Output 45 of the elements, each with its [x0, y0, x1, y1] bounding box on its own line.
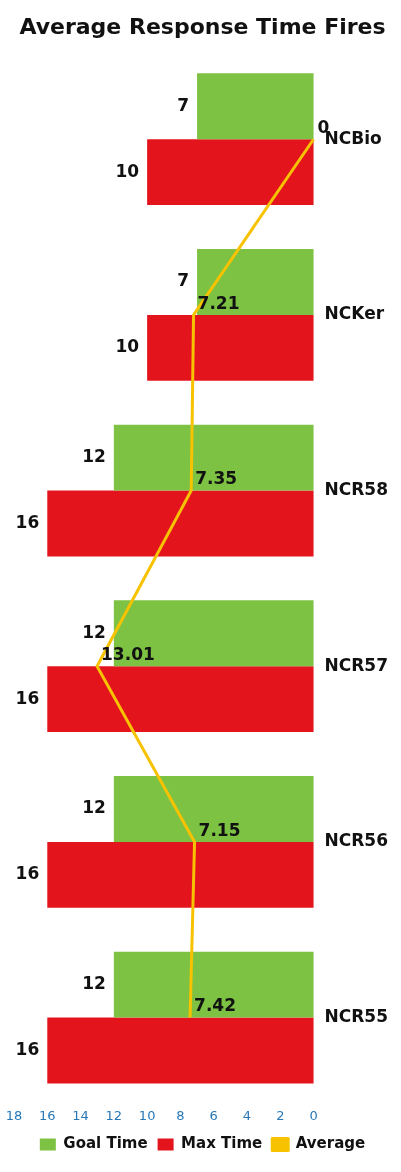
- y-tick-label: NCKer: [324, 303, 385, 324]
- legend-label: Goal Time: [63, 1134, 148, 1153]
- data-label: 7.42: [194, 995, 237, 1016]
- x-tick-label: 2: [276, 1107, 285, 1123]
- legend-label: Average: [295, 1134, 366, 1153]
- data-label: 16: [15, 511, 40, 532]
- y-tick-label: NCR58: [324, 478, 388, 499]
- bar: [47, 490, 314, 557]
- x-tick-label: 10: [138, 1107, 156, 1123]
- data-label: 12: [82, 446, 106, 467]
- x-tick-label: 12: [105, 1107, 123, 1123]
- x-tick-label: 4: [242, 1107, 252, 1123]
- y-tick-label: NCR57: [324, 654, 388, 675]
- bar: [147, 314, 314, 381]
- data-label: 10: [115, 336, 140, 357]
- bar: [197, 249, 314, 315]
- data-label: 12: [82, 621, 106, 642]
- x-tick-label: 8: [176, 1107, 185, 1123]
- data-label: 10: [115, 160, 140, 181]
- data-label: 16: [15, 1038, 40, 1059]
- bar: [47, 666, 314, 733]
- bar: [113, 776, 314, 842]
- bar: [197, 73, 314, 140]
- x-tick-label: 16: [39, 1107, 56, 1123]
- bar: [113, 951, 314, 1018]
- data-label: 7: [177, 94, 190, 115]
- data-label: 7.35: [195, 468, 238, 489]
- legend-label: Max Time: [181, 1134, 263, 1153]
- x-tick-label: 0: [309, 1107, 318, 1123]
- data-label: 12: [82, 973, 106, 994]
- y-tick-label: NCR55: [324, 1005, 388, 1026]
- x-tick-label: 6: [209, 1107, 218, 1123]
- bar: [147, 139, 314, 206]
- data-label: 7.15: [198, 819, 241, 840]
- bar: [113, 424, 314, 491]
- chart-title: Average Response Time Fires: [19, 13, 386, 39]
- data-label: 16: [15, 687, 40, 708]
- data-label: 7: [177, 270, 190, 291]
- bar: [47, 1017, 314, 1084]
- data-label: 16: [15, 863, 40, 884]
- y-tick-label: NCR56: [324, 830, 388, 851]
- x-tick-label: 18: [5, 1107, 23, 1123]
- x-tick-label: 14: [72, 1107, 89, 1123]
- data-label: 12: [82, 797, 106, 818]
- bar: [47, 841, 314, 908]
